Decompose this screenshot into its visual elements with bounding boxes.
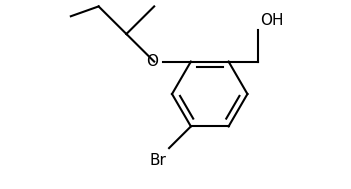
Text: OH: OH	[260, 13, 284, 28]
Text: O: O	[146, 54, 158, 69]
Text: Br: Br	[149, 153, 166, 168]
